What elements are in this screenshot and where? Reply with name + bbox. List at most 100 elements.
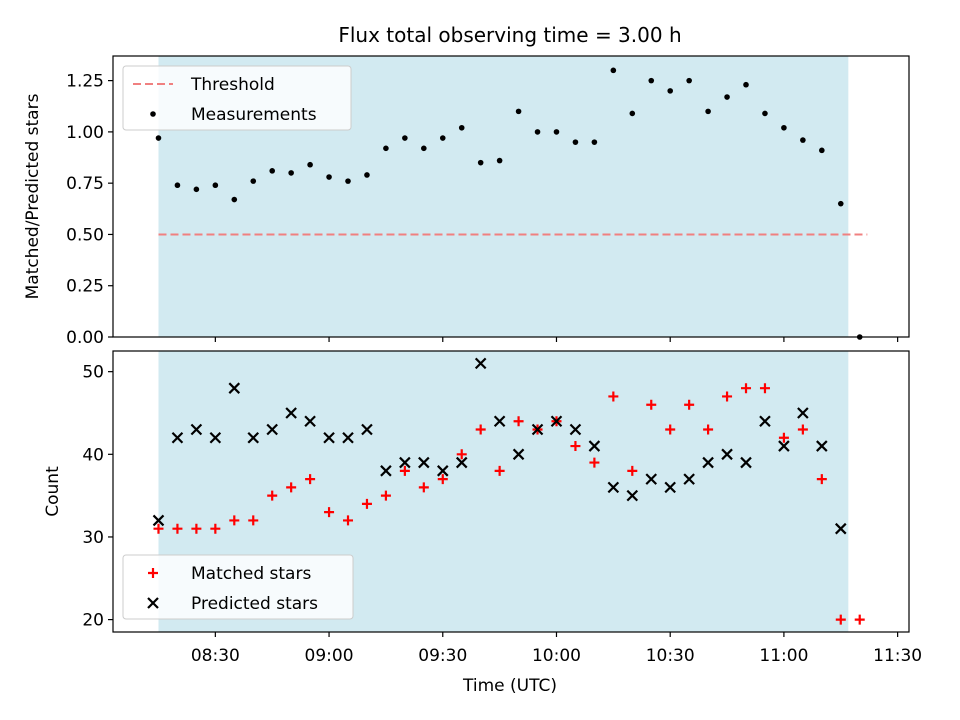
bottom-y-tick-label: 50 — [82, 363, 104, 383]
bottom-data-point — [267, 490, 278, 501]
top-data-point — [534, 129, 541, 135]
bottom-data-point — [399, 456, 411, 469]
bottom-data-point — [703, 424, 714, 435]
bottom-data-point — [304, 415, 316, 428]
bottom-y-tick-label: 30 — [82, 528, 104, 548]
top-data-point — [800, 137, 806, 143]
bottom-data-point — [455, 456, 468, 469]
bottom-legend-marker — [148, 568, 158, 578]
bottom-data-point — [550, 415, 563, 428]
top-data-point — [364, 172, 370, 178]
bottom-data-point — [323, 432, 335, 444]
top-data-point — [458, 124, 465, 131]
bottom-data-point — [569, 423, 582, 436]
bottom-data-point — [305, 474, 316, 485]
bottom-data-point — [285, 407, 297, 419]
top-data-point — [781, 124, 787, 131]
bottom-data-point — [418, 482, 429, 493]
bottom-data-point — [741, 383, 752, 394]
top-data-point — [819, 147, 825, 154]
bottom-data-point — [797, 407, 809, 419]
top-y-tick-label: 0.75 — [66, 174, 104, 194]
top-legend-box — [122, 65, 352, 131]
bottom-data-point — [759, 415, 771, 428]
bottom-data-point — [436, 465, 449, 477]
top-data-point — [326, 174, 332, 180]
top-panel: 0.00 0.25 0.50 0.75 1.00 1.25 Matched/Predicte… — [23, 55, 910, 348]
x-axis-label: Time (UTC) — [462, 676, 557, 696]
top-data-point — [421, 145, 427, 152]
bottom-data-point — [759, 383, 770, 394]
top-data-point — [288, 170, 294, 176]
top-data-point — [572, 139, 579, 145]
top-data-point — [307, 161, 313, 168]
bottom-data-point — [171, 432, 184, 444]
top-data-point — [629, 110, 636, 117]
bottom-data-point — [570, 441, 581, 452]
top-data-point — [402, 135, 408, 141]
bottom-legend-label: Matched stars — [191, 564, 311, 584]
top-data-point — [515, 108, 522, 115]
bottom-data-point — [456, 449, 467, 460]
bottom-data-point — [722, 391, 733, 402]
top-legend-label: Threshold — [190, 75, 275, 95]
top-series-0 — [155, 67, 863, 340]
x-tick-label: 10:30 — [646, 646, 695, 666]
bottom-data-point — [834, 522, 847, 535]
top-data-point — [553, 129, 560, 135]
bottom-data-point — [209, 432, 222, 444]
bottom-data-point — [361, 423, 373, 436]
bottom-data-point — [229, 515, 240, 526]
bottom-data-point — [797, 424, 808, 435]
top-y-tick-label: 0.00 — [66, 328, 104, 348]
top-data-point — [231, 196, 238, 203]
top-data-point — [250, 178, 257, 184]
bottom-data-point — [248, 515, 259, 526]
bottom-y-tick-label: 40 — [82, 445, 104, 465]
top-data-point — [155, 135, 162, 141]
top-data-point — [705, 108, 711, 115]
bottom-data-point — [493, 415, 506, 428]
bottom-data-point — [324, 507, 335, 518]
bottom-data-point — [418, 456, 430, 469]
top-data-point — [269, 168, 276, 174]
bottom-data-point — [191, 523, 202, 534]
bottom-legend-marker — [147, 597, 159, 609]
bottom-data-point — [740, 456, 752, 469]
x-tick-label: 11:30 — [873, 646, 922, 666]
bottom-data-point — [286, 482, 297, 493]
x-tick-label: 10:00 — [532, 646, 581, 666]
bottom-data-point — [684, 399, 695, 410]
bottom-data-point — [835, 614, 846, 625]
bottom-data-point — [153, 523, 164, 534]
bottom-data-point — [664, 481, 676, 494]
bottom-data-point — [247, 432, 260, 444]
bottom-series-0 — [153, 383, 865, 625]
bottom-data-point — [778, 440, 790, 452]
top-legend-label: Measurements — [191, 105, 317, 125]
bottom-data-point — [816, 474, 827, 485]
bottom-data-point — [399, 465, 410, 476]
top-data-point — [743, 81, 749, 88]
top-axes-frame — [112, 55, 910, 338]
top-y-axis-label: Matched/Predicted stars — [23, 93, 43, 299]
bottom-data-point — [474, 357, 487, 370]
bottom-data-point — [607, 481, 620, 494]
bottom-data-point — [190, 423, 203, 436]
bottom-y-tick-label: 20 — [82, 611, 104, 631]
bottom-data-point — [361, 498, 372, 509]
bottom-data-point — [437, 474, 448, 485]
bottom-data-point — [816, 440, 828, 452]
bottom-data-point — [152, 514, 165, 527]
bottom-data-point — [228, 382, 241, 394]
bottom-data-point — [645, 473, 658, 485]
bottom-data-point — [531, 423, 544, 436]
bottom-data-point — [380, 465, 392, 477]
bottom-data-point — [475, 424, 486, 435]
top-data-point — [686, 77, 692, 84]
bottom-data-point — [172, 523, 183, 534]
chart-title: Flux total observing time = 3.00 h — [338, 23, 681, 47]
bottom-legend: Matched stars Predicted stars — [122, 554, 354, 620]
top-y-tick-label: 0.50 — [66, 225, 104, 245]
